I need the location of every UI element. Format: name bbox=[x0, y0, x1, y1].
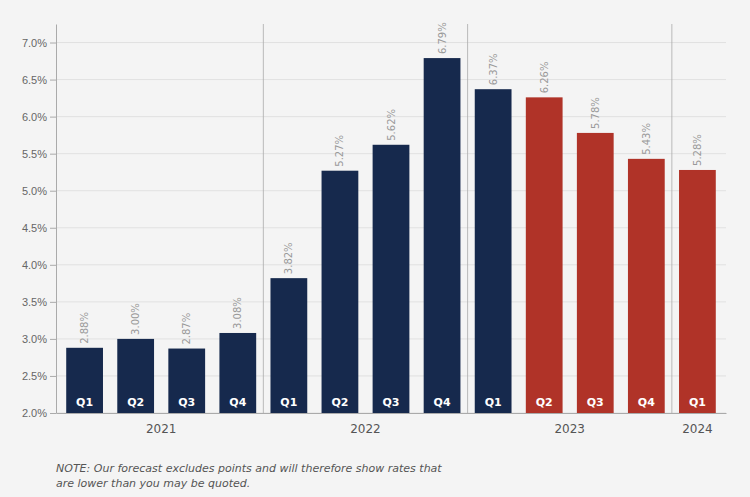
bar bbox=[526, 97, 563, 413]
group-divider bbox=[263, 24, 264, 413]
group-label: 2021 bbox=[146, 422, 177, 436]
group-label: 2024 bbox=[682, 422, 713, 436]
y-tick-label: 5.5% bbox=[22, 148, 47, 160]
y-tick-label: 2.0% bbox=[22, 407, 47, 419]
data-label: 5.27% bbox=[334, 135, 345, 167]
group-label: 2022 bbox=[350, 422, 381, 436]
y-tick-mark bbox=[50, 80, 56, 81]
bar-label: Q2 bbox=[536, 396, 553, 409]
y-tick-label: 4.5% bbox=[22, 222, 47, 234]
bar-label: Q4 bbox=[638, 396, 655, 409]
y-tick-mark bbox=[50, 265, 56, 266]
y-tick-mark bbox=[50, 117, 56, 118]
notes: NOTE: Our forecast excludes points and w… bbox=[56, 462, 442, 490]
y-tick-mark bbox=[50, 228, 56, 229]
y-tick: 2.0% bbox=[22, 407, 56, 419]
y-tick: 5.0% bbox=[22, 185, 56, 197]
bar bbox=[270, 278, 307, 413]
note: NOTE: Our forecast excludes points and w… bbox=[56, 462, 442, 475]
data-label: 6.26% bbox=[539, 62, 550, 94]
y-tick: 6.5% bbox=[22, 74, 56, 86]
y-tick-mark bbox=[50, 376, 56, 377]
bar-label: Q4 bbox=[434, 396, 451, 409]
y-tick-mark bbox=[50, 302, 56, 303]
y-tick: 3.5% bbox=[22, 296, 56, 308]
y-tick-label: 2.5% bbox=[22, 370, 47, 382]
data-label: 3.08% bbox=[232, 297, 243, 329]
bar bbox=[424, 58, 461, 413]
group-label: 2023 bbox=[554, 422, 585, 436]
data-label: 5.62% bbox=[386, 109, 397, 141]
note: are lower than you may be quoted. bbox=[56, 477, 250, 490]
bar-label: Q1 bbox=[76, 396, 93, 409]
bar-label: Q3 bbox=[382, 396, 399, 409]
data-label: 5.28% bbox=[692, 134, 703, 166]
bar bbox=[117, 339, 154, 413]
data-label: 5.43% bbox=[641, 123, 652, 155]
y-tick-label: 5.0% bbox=[22, 185, 47, 197]
y-tick: 2.5% bbox=[22, 370, 56, 382]
y-tick-mark bbox=[50, 43, 56, 44]
y-tick-label: 6.0% bbox=[22, 111, 47, 123]
y-tick-label: 3.0% bbox=[22, 333, 47, 345]
bar-label: Q3 bbox=[178, 396, 195, 409]
y-tick-mark bbox=[50, 413, 56, 414]
y-tick-label: 4.0% bbox=[22, 259, 47, 271]
y-tick: 6.0% bbox=[22, 111, 56, 123]
data-label: 5.78% bbox=[590, 97, 601, 129]
grid-line bbox=[56, 79, 726, 80]
bar bbox=[219, 333, 256, 413]
bar-label: Q2 bbox=[331, 396, 348, 409]
group-divider bbox=[671, 24, 672, 413]
bar-label: Q3 bbox=[587, 396, 604, 409]
y-tick-mark bbox=[50, 191, 56, 192]
data-label: 2.87% bbox=[181, 313, 192, 345]
data-labels: 2.88% 3.00% 2.87% 3.08% 3.82% 5.27% 5.62% 6.79%… bbox=[79, 22, 703, 344]
y-tick-label: 7.0% bbox=[22, 37, 47, 49]
data-label: 3.82% bbox=[283, 242, 294, 274]
y-axis: 2.0% 2.5% 3.0% 3.5% 4.0% 4.5% 5.0% 5.5% 6.0% 6.5%… bbox=[22, 25, 57, 420]
bar bbox=[628, 159, 665, 413]
bar-labels: Q1 Q2 Q3 Q4 Q1 Q2 Q3 Q4 Q1 Q2 Q3 Q4 Q1 bbox=[76, 396, 706, 409]
y-axis-line bbox=[56, 25, 57, 414]
bar bbox=[322, 171, 359, 413]
bar bbox=[168, 349, 205, 413]
bar bbox=[475, 89, 512, 413]
bar-label: Q2 bbox=[127, 396, 144, 409]
bar bbox=[66, 348, 103, 413]
bars bbox=[66, 58, 716, 413]
y-tick-label: 3.5% bbox=[22, 296, 47, 308]
group-divider bbox=[467, 24, 468, 413]
plot: 2.0% 2.5% 3.0% 3.5% 4.0% 4.5% 5.0% 5.5% 6.0% 6.5%… bbox=[22, 22, 727, 436]
y-tick: 4.0% bbox=[22, 259, 56, 271]
bar-label: Q1 bbox=[280, 396, 297, 409]
y-tick: 4.5% bbox=[22, 222, 56, 234]
data-label: 6.79% bbox=[437, 22, 448, 54]
bar-label: Q1 bbox=[689, 396, 706, 409]
group-dividers bbox=[263, 24, 672, 413]
y-tick: 7.0% bbox=[22, 37, 56, 49]
data-label: 2.88% bbox=[79, 312, 90, 344]
bar bbox=[373, 145, 410, 413]
grid bbox=[56, 43, 726, 413]
y-tick-mark bbox=[50, 339, 56, 340]
grid-line bbox=[56, 42, 726, 43]
bar-label: Q1 bbox=[485, 396, 502, 409]
data-label: 6.37% bbox=[488, 53, 499, 85]
x-axis bbox=[57, 413, 727, 414]
data-label: 3.00% bbox=[130, 303, 141, 335]
group-labels: 2021 2022 2023 2024 bbox=[146, 422, 713, 436]
y-tick: 3.0% bbox=[22, 333, 56, 345]
y-tick-mark bbox=[50, 154, 56, 155]
bar bbox=[679, 170, 716, 413]
x-axis-line bbox=[57, 413, 727, 414]
chart: 2.0% 2.5% 3.0% 3.5% 4.0% 4.5% 5.0% 5.5% 6.0% 6.5%… bbox=[0, 0, 750, 497]
y-tick: 5.5% bbox=[22, 148, 56, 160]
bar bbox=[577, 133, 614, 413]
y-tick-label: 6.5% bbox=[22, 74, 47, 86]
bar-label: Q4 bbox=[229, 396, 246, 409]
